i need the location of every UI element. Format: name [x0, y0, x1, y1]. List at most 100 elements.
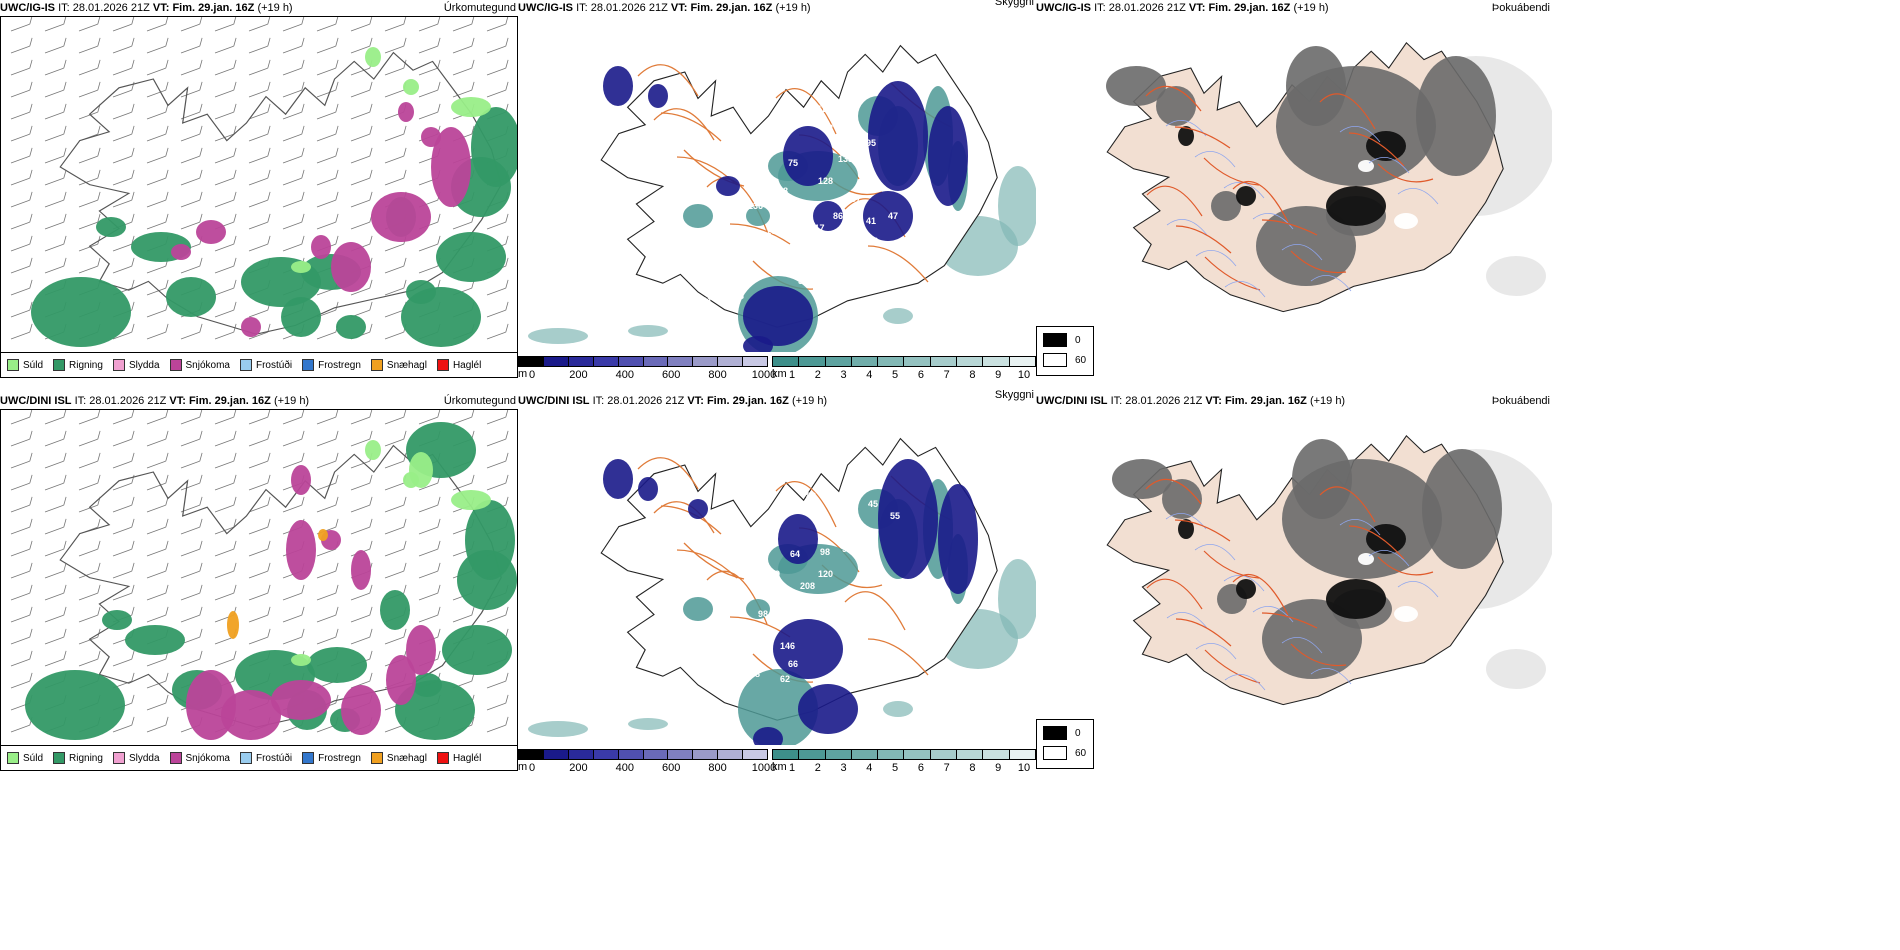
wind-barb-icon [350, 496, 373, 513]
legend-label: Frostregn [318, 752, 361, 764]
wind-barb-icon [486, 81, 509, 98]
visibility-tick-label: 9 [995, 369, 1002, 381]
wind-barb-icon [180, 103, 203, 120]
wind-barb-icon [10, 125, 33, 142]
road-line [653, 501, 715, 534]
ceiling-unit: m [518, 368, 528, 380]
legend-label: Frostregn [318, 359, 361, 371]
drizzle-area [291, 654, 311, 666]
road-line [1204, 256, 1261, 291]
wind-barb-icon [316, 410, 339, 425]
rain-area [102, 610, 132, 630]
dense-fog-area [1326, 186, 1386, 226]
wind-barb-icon [214, 103, 237, 120]
clear-area [1394, 213, 1418, 229]
wind-barb-icon [316, 474, 339, 491]
wind-barb-icon [10, 213, 33, 230]
wind-barb-icon [180, 37, 203, 54]
wind-barb-icon [146, 716, 169, 733]
ceiling-value-label: 120 [818, 569, 833, 579]
wind-barb-icon [146, 191, 169, 208]
ceiling-value-label: 99 [726, 146, 736, 156]
visibility-map[interactable]: 68 60 71 62 70 99 75 133 95 128 98 84 136 74 107 86 63 10… [518, 16, 1040, 352]
panel-title: Skyggni [994, 389, 1034, 401]
wind-barb-icon [316, 452, 339, 469]
fog-legend-swatch-60 [1043, 746, 1067, 760]
fog-legend: 0 60 [1036, 326, 1094, 376]
colorbar-segment [593, 750, 619, 759]
legend-swatch [112, 359, 125, 371]
visibility-tick-label: 3 [840, 369, 847, 381]
visibility-map[interactable]: 22 61 88 42 81 45 55 96 98 129 96 64 59 120 208 52 57 98 8… [518, 409, 1040, 745]
ceiling-tick-label: 1000 [751, 369, 777, 381]
snow-area [371, 192, 431, 242]
legend-swatch [169, 752, 182, 764]
wind-barb-icon [44, 257, 67, 274]
wind-barb-icon [44, 650, 67, 667]
wind-barb-icon [350, 474, 373, 491]
wind-barb-icon [112, 540, 135, 557]
precip-map[interactable] [0, 16, 518, 353]
wind-barb-icon [180, 147, 203, 164]
fog-map[interactable] [1036, 16, 1552, 324]
low-ceiling-area [603, 459, 633, 499]
wind-barb-icon [180, 518, 203, 535]
snow-area [406, 625, 436, 675]
wind-barb-icon [384, 496, 407, 513]
panel-title: Úrkomutegund [443, 2, 516, 14]
wind-barb-icon [112, 103, 135, 120]
wind-barb-icon [44, 410, 67, 425]
wind-barb-icon [316, 496, 339, 513]
wind-barb-icon [248, 169, 271, 186]
wind-barb-icon [214, 650, 237, 667]
wind-barb-icon [350, 81, 373, 98]
fog-legend-label-0: 0 [1075, 727, 1081, 739]
wind-barb-icon [214, 59, 237, 76]
wind-barb-icon [248, 628, 271, 645]
wind-barb-icon [418, 81, 441, 98]
fog-legend-swatch-0 [1043, 726, 1067, 740]
colorbar-segment [519, 750, 544, 759]
visibility-tick-label: 1 [788, 762, 796, 774]
legend-label: Snjókoma [185, 752, 230, 764]
visibility-tick-label: 6 [917, 762, 924, 774]
clear-area [1394, 606, 1418, 622]
wind-barb-icon [214, 430, 237, 447]
ceiling-tick-label: 400 [615, 762, 634, 774]
road-line [1348, 132, 1405, 167]
precip-map[interactable] [0, 409, 518, 746]
colorbar-segment [825, 750, 852, 759]
wind-barb-icon [384, 37, 407, 54]
ceiling-value-label: 129 [758, 519, 773, 529]
wind-barb-icon [282, 452, 305, 469]
wind-barb-icon [10, 496, 33, 513]
fog-map[interactable] [1036, 409, 1552, 717]
wind-barb-icon [10, 37, 33, 54]
wind-barb-icon [78, 169, 101, 186]
wind-barb-icon [248, 474, 271, 491]
river-line [1310, 274, 1352, 292]
visibility-area [628, 325, 668, 337]
wind-barb-icon [10, 235, 33, 252]
snow-area [398, 102, 414, 122]
vt-value: Fim. 29.jan. 16Z [690, 2, 773, 14]
rain-area [336, 315, 366, 339]
wind-barb-icon [384, 257, 407, 274]
visibility-tick-label: 10 [1017, 369, 1031, 381]
wind-barb-icon [10, 191, 33, 208]
low-ceiling-area [863, 191, 913, 241]
wind-barb-icon [452, 606, 475, 623]
river-line [1195, 249, 1237, 267]
wind-barb-icon [180, 257, 203, 274]
precip-legend-item: Frostúði [239, 359, 292, 371]
wind-barb-icon [316, 213, 339, 230]
wind-barb-icon [350, 628, 373, 645]
wind-barb-icon [350, 191, 373, 208]
river-line [1281, 243, 1323, 261]
ceiling-value-label: 41 [866, 216, 876, 226]
panel-header: UWC/IG-IS IT: 28.01.2026 21Z VT: Fim. 29… [0, 0, 518, 16]
legend-swatch [436, 359, 449, 371]
road-line [1319, 486, 1376, 523]
road-line [1203, 550, 1260, 579]
snow-area [286, 520, 316, 580]
